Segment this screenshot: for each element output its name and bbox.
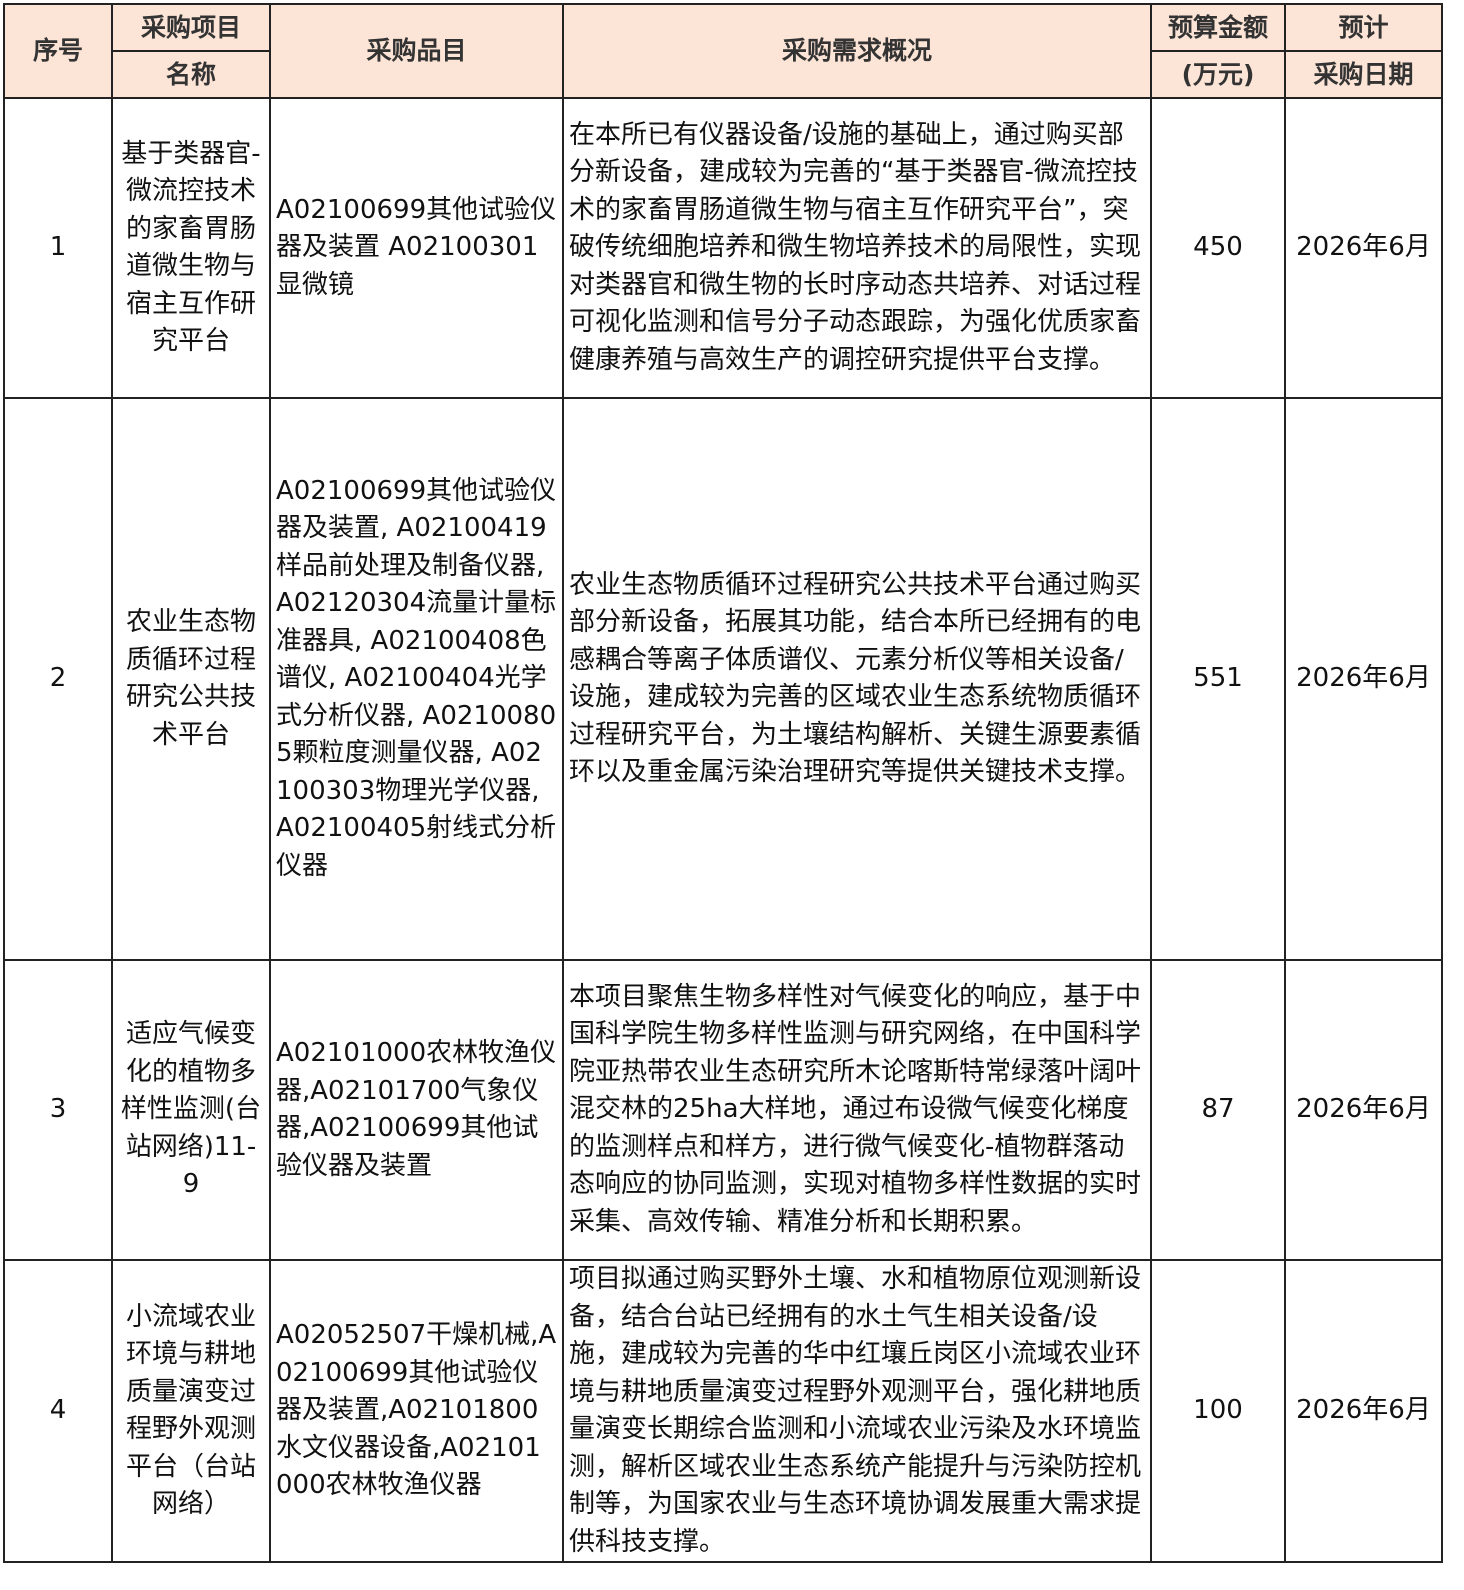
cell-date: 2026年6月: [1284, 1259, 1443, 1563]
header-date-top: 预计: [1284, 3, 1443, 52]
header-index: 序号: [3, 3, 113, 99]
cell-index: 3: [3, 959, 113, 1261]
cell-budget: 450: [1150, 97, 1286, 399]
cell-overview: 项目拟通过购买野外土壤、水和植物原位观测新设备，结合台站已经拥有的水土气生相关设…: [562, 1259, 1152, 1563]
cell-overview: 本项目聚焦生物多样性对气候变化的响应，基于中国科学院生物多样性监测与研究网络，在…: [562, 959, 1152, 1261]
cell-budget: 551: [1150, 397, 1286, 961]
cell-index: 1: [3, 97, 113, 399]
cell-date: 2026年6月: [1284, 959, 1443, 1261]
table-row: 4 小流域农业环境与耕地质量演变过程野外观测平台（台站网络） A02052507…: [3, 1259, 1443, 1563]
header-items: 采购品目: [269, 3, 564, 99]
cell-overview: 农业生态物质循环过程研究公共技术平台通过购买部分新设备，拓展其功能，结合本所已经…: [562, 397, 1152, 961]
procurement-table: 序号 采购项目 采购品目 采购需求概况 预算金额 预计 名称 (万元) 采购日期…: [3, 3, 1443, 1563]
cell-name: 适应气候变化的植物多样性监测(台站网络)11-9: [111, 959, 271, 1261]
header-name-bottom: 名称: [111, 50, 271, 99]
cell-items: A02052507干燥机械,A02100699其他试验仪器及装置,A021018…: [269, 1259, 564, 1563]
cell-index: 2: [3, 397, 113, 961]
cell-items: A02101000农林牧渔仪器,A02101700气象仪器,A02100699其…: [269, 959, 564, 1261]
table-row: 3 适应气候变化的植物多样性监测(台站网络)11-9 A02101000农林牧渔…: [3, 959, 1443, 1261]
header-date-bottom: 采购日期: [1284, 50, 1443, 99]
cell-name: 基于类器官-微流控技术的家畜胃肠道微生物与宿主互作研究平台: [111, 97, 271, 399]
cell-overview: 在本所已有仪器设备/设施的基础上，通过购买部分新设备，建成较为完善的“基于类器官…: [562, 97, 1152, 399]
header-budget-bottom: (万元): [1150, 50, 1286, 99]
cell-index: 4: [3, 1259, 113, 1563]
cell-budget: 87: [1150, 959, 1286, 1261]
cell-name: 小流域农业环境与耕地质量演变过程野外观测平台（台站网络）: [111, 1259, 271, 1563]
cell-budget: 100: [1150, 1259, 1286, 1563]
cell-items: A02100699其他试验仪器及装置, A02100419样品前处理及制备仪器,…: [269, 397, 564, 961]
cell-date: 2026年6月: [1284, 397, 1443, 961]
table-row: 1 基于类器官-微流控技术的家畜胃肠道微生物与宿主互作研究平台 A0210069…: [3, 97, 1443, 399]
header-overview: 采购需求概况: [562, 3, 1152, 99]
header-budget-top: 预算金额: [1150, 3, 1286, 52]
cell-date: 2026年6月: [1284, 97, 1443, 399]
table-row: 2 农业生态物质循环过程研究公共技术平台 A02100699其他试验仪器及装置,…: [3, 397, 1443, 961]
cell-items: A02100699其他试验仪器及装置 A02100301显微镜: [269, 97, 564, 399]
cell-name: 农业生态物质循环过程研究公共技术平台: [111, 397, 271, 961]
header-name-top: 采购项目: [111, 3, 271, 52]
